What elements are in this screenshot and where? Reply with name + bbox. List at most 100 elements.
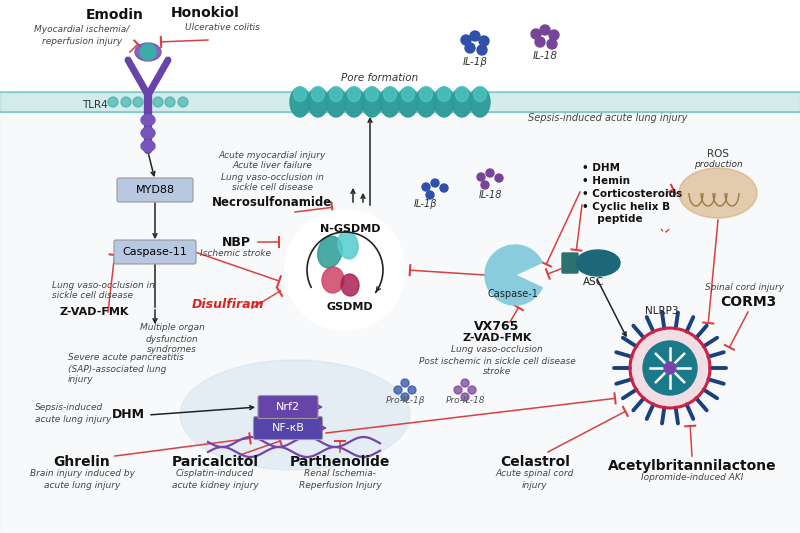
Text: ROS: ROS — [707, 149, 729, 159]
Text: Spinal cord injury: Spinal cord injury — [706, 284, 785, 293]
Text: Lung vaso-occlusion in: Lung vaso-occlusion in — [52, 280, 155, 289]
Text: DHM: DHM — [111, 408, 145, 422]
Text: Ischemic stroke: Ischemic stroke — [201, 249, 271, 259]
Text: acute lung injury: acute lung injury — [35, 415, 111, 424]
Text: IL-1β: IL-1β — [414, 199, 437, 209]
Text: GSDMD: GSDMD — [326, 302, 374, 312]
Text: TLR4: TLR4 — [82, 100, 108, 110]
Ellipse shape — [438, 86, 450, 101]
Ellipse shape — [344, 87, 364, 117]
Text: syndromes: syndromes — [147, 345, 197, 354]
Circle shape — [486, 169, 494, 177]
Ellipse shape — [419, 86, 433, 101]
Ellipse shape — [474, 86, 486, 101]
Text: sickle cell disease: sickle cell disease — [231, 183, 313, 192]
Text: Acute liver failure: Acute liver failure — [232, 161, 312, 171]
Text: Iopromide-induced AKI: Iopromide-induced AKI — [641, 473, 743, 482]
Text: Myocardial ischemia/: Myocardial ischemia/ — [34, 26, 130, 35]
Circle shape — [431, 179, 439, 187]
Ellipse shape — [383, 86, 397, 101]
Text: Cisplatin-induced: Cisplatin-induced — [176, 470, 254, 479]
Text: acute lung injury: acute lung injury — [44, 481, 120, 489]
Text: Brain injury induced by: Brain injury induced by — [30, 470, 134, 479]
Text: Emodin: Emodin — [86, 8, 144, 22]
Ellipse shape — [318, 236, 342, 268]
Text: Multiple organ: Multiple organ — [139, 324, 205, 333]
Circle shape — [549, 30, 559, 40]
Text: Caspase-1: Caspase-1 — [487, 289, 538, 299]
Bar — [0, 92, 800, 112]
Text: Pro-IL-18: Pro-IL-18 — [446, 396, 485, 405]
Text: IL-18: IL-18 — [478, 190, 502, 200]
Circle shape — [422, 183, 430, 191]
Circle shape — [178, 97, 188, 107]
Circle shape — [140, 44, 156, 60]
FancyBboxPatch shape — [562, 253, 578, 273]
Ellipse shape — [141, 127, 155, 139]
Ellipse shape — [311, 86, 325, 101]
Text: Disulfiram: Disulfiram — [192, 298, 264, 311]
Ellipse shape — [380, 87, 400, 117]
Text: Pro-IL-1β: Pro-IL-1β — [386, 396, 425, 405]
Circle shape — [121, 97, 131, 107]
Text: Lung vaso-occlusion in: Lung vaso-occlusion in — [221, 173, 323, 182]
Circle shape — [470, 31, 480, 41]
Text: Ulcerative colitis: Ulcerative colitis — [185, 22, 259, 31]
Text: Celastrol: Celastrol — [500, 455, 570, 469]
Circle shape — [468, 386, 476, 394]
Ellipse shape — [347, 86, 361, 101]
Text: IL-18: IL-18 — [533, 51, 558, 61]
Circle shape — [461, 35, 471, 45]
FancyBboxPatch shape — [114, 240, 196, 264]
Ellipse shape — [366, 86, 378, 101]
Ellipse shape — [576, 250, 620, 276]
Ellipse shape — [338, 231, 358, 259]
Circle shape — [401, 393, 409, 401]
Text: Nrf2: Nrf2 — [276, 402, 300, 412]
Circle shape — [108, 97, 118, 107]
Text: Pore formation: Pore formation — [342, 73, 418, 83]
FancyBboxPatch shape — [117, 178, 193, 202]
Circle shape — [477, 45, 487, 55]
Text: NBP: NBP — [222, 236, 250, 248]
Text: • Cyclic helix B: • Cyclic helix B — [582, 202, 670, 212]
Circle shape — [643, 341, 697, 395]
Text: acute kidney injury: acute kidney injury — [172, 481, 258, 489]
Circle shape — [664, 362, 676, 374]
Text: Honokiol: Honokiol — [170, 6, 239, 20]
Circle shape — [454, 386, 462, 394]
Ellipse shape — [330, 86, 342, 101]
Ellipse shape — [679, 168, 757, 218]
Text: Acute myocardial injury: Acute myocardial injury — [218, 150, 326, 159]
Circle shape — [440, 184, 448, 192]
Circle shape — [631, 329, 709, 407]
Circle shape — [461, 393, 469, 401]
Circle shape — [535, 37, 545, 47]
Ellipse shape — [141, 141, 155, 151]
Text: Renal Ischemia-: Renal Ischemia- — [304, 470, 376, 479]
Text: Sepsis-induced acute lung injury: Sepsis-induced acute lung injury — [528, 113, 688, 123]
FancyBboxPatch shape — [258, 395, 318, 418]
Text: Parthenolide: Parthenolide — [290, 455, 390, 469]
Ellipse shape — [398, 87, 418, 117]
Ellipse shape — [135, 43, 161, 61]
Text: • Hemin: • Hemin — [582, 176, 630, 186]
Circle shape — [285, 210, 405, 330]
Circle shape — [540, 25, 550, 35]
Circle shape — [165, 97, 175, 107]
Text: peptide: peptide — [590, 214, 642, 224]
Circle shape — [477, 173, 485, 181]
Text: reperfusion injury: reperfusion injury — [42, 36, 122, 45]
Circle shape — [465, 43, 475, 53]
Text: IL-1β: IL-1β — [462, 57, 487, 67]
Bar — [0, 112, 800, 533]
Circle shape — [479, 36, 489, 46]
Circle shape — [408, 386, 416, 394]
Circle shape — [481, 181, 489, 189]
Circle shape — [461, 379, 469, 387]
Ellipse shape — [416, 87, 436, 117]
Ellipse shape — [455, 86, 469, 101]
Text: production: production — [694, 160, 742, 169]
Text: Necrosulfonamide: Necrosulfonamide — [212, 197, 332, 209]
Text: stroke: stroke — [483, 367, 511, 376]
